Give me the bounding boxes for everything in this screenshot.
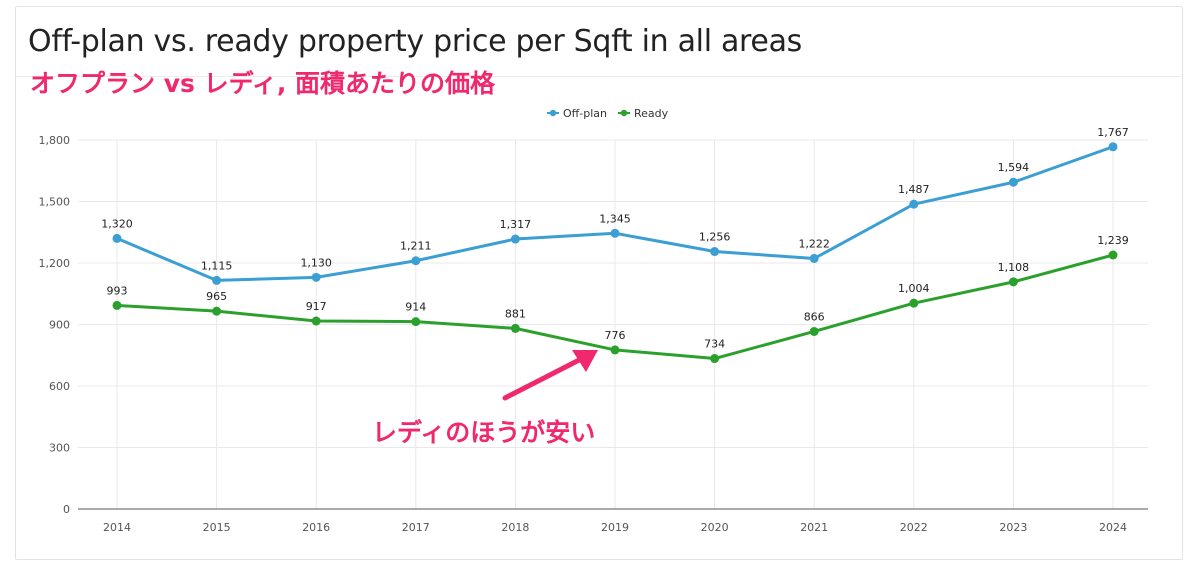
x-tick-label: 2022 — [900, 521, 928, 534]
legend: Off-plan Ready — [547, 107, 669, 120]
data-label: 1,594 — [998, 161, 1030, 174]
data-label: 1,767 — [1097, 126, 1129, 139]
data-label: 1,108 — [998, 261, 1030, 274]
data-label: 1,256 — [699, 231, 731, 244]
data-label: 917 — [306, 300, 327, 313]
legend-marker — [549, 109, 557, 117]
data-point — [112, 300, 122, 310]
x-tick-label: 2024 — [1099, 521, 1127, 534]
annotation-text: レディのほうが安い — [372, 418, 596, 447]
data-point — [809, 253, 819, 263]
x-tick-label: 2019 — [601, 521, 629, 534]
data-label: 1,004 — [898, 282, 930, 295]
data-point — [311, 316, 321, 326]
y-tick-label: 300 — [49, 442, 70, 455]
annotation-arrow — [502, 354, 588, 401]
data-point — [510, 234, 520, 244]
data-label: 1,130 — [300, 256, 332, 269]
data-point — [411, 256, 421, 266]
title-divider — [16, 76, 1182, 77]
series — [112, 142, 1118, 364]
data-point — [311, 272, 321, 282]
data-label: 965 — [206, 290, 227, 303]
chart-card — [15, 6, 1183, 560]
gridlines — [78, 139, 1148, 509]
data-point — [610, 345, 620, 355]
legend-marker — [620, 109, 628, 117]
y-tick-label: 1,200 — [39, 257, 71, 270]
data-point — [212, 275, 222, 285]
data-label: 1,239 — [1097, 234, 1129, 247]
data-point — [809, 326, 819, 336]
x-tick-label: 2018 — [501, 521, 529, 534]
data-label: 776 — [605, 329, 626, 342]
data-label: 1,115 — [201, 259, 233, 272]
data-point — [909, 298, 919, 308]
x-tick-label: 2017 — [402, 521, 430, 534]
data-point — [1008, 277, 1018, 287]
data-label: 734 — [704, 338, 725, 351]
y-tick-label: 1,500 — [39, 196, 71, 209]
data-label: 881 — [505, 307, 526, 320]
data-point — [909, 199, 919, 209]
data-label: 866 — [804, 310, 825, 323]
legend-label: Ready — [634, 107, 669, 120]
data-label: 1,317 — [500, 218, 532, 231]
data-label: 993 — [107, 284, 128, 297]
x-tick-label: 2020 — [701, 521, 729, 534]
x-tick-label: 2014 — [103, 521, 131, 534]
data-label: 1,487 — [898, 183, 930, 196]
data-point — [112, 233, 122, 243]
data-label: 1,345 — [599, 212, 631, 225]
data-label: 914 — [405, 301, 426, 314]
data-label: 1,222 — [798, 237, 830, 250]
y-tick-label: 900 — [49, 319, 70, 332]
x-tick-label: 2015 — [203, 521, 231, 534]
data-point — [212, 306, 222, 316]
y-tick-label: 0 — [63, 503, 70, 516]
data-point — [1108, 142, 1118, 152]
data-point — [710, 247, 720, 257]
data-label: 1,211 — [400, 240, 432, 253]
y-tick-label: 600 — [49, 380, 70, 393]
x-tick-label: 2021 — [800, 521, 828, 534]
chart-subtitle: オフプラン vs レディ, 面積あたりの価格 — [30, 69, 496, 98]
axes: 0 300 600 900 1,200 1,500 1,800 2014 2015 2016 201… — [39, 134, 1148, 534]
chart-title: Off-plan vs. ready property price per Sq… — [28, 24, 802, 59]
data-point — [1108, 250, 1118, 260]
data-point — [710, 354, 720, 364]
legend-label: Off-plan — [563, 107, 607, 120]
data-point — [610, 228, 620, 238]
data-point — [510, 323, 520, 333]
data-point — [411, 317, 421, 327]
data-point — [1008, 177, 1018, 187]
x-tick-label: 2016 — [302, 521, 330, 534]
annotation-arrowhead — [572, 350, 598, 372]
y-tick-label: 1,800 — [39, 134, 71, 147]
data-label: 1,320 — [101, 217, 133, 230]
x-tick-label: 2023 — [999, 521, 1027, 534]
data-labels: 1,320 1,115 1,130 1,211 1,317 1,345 1,256 1,222… — [101, 126, 1129, 351]
